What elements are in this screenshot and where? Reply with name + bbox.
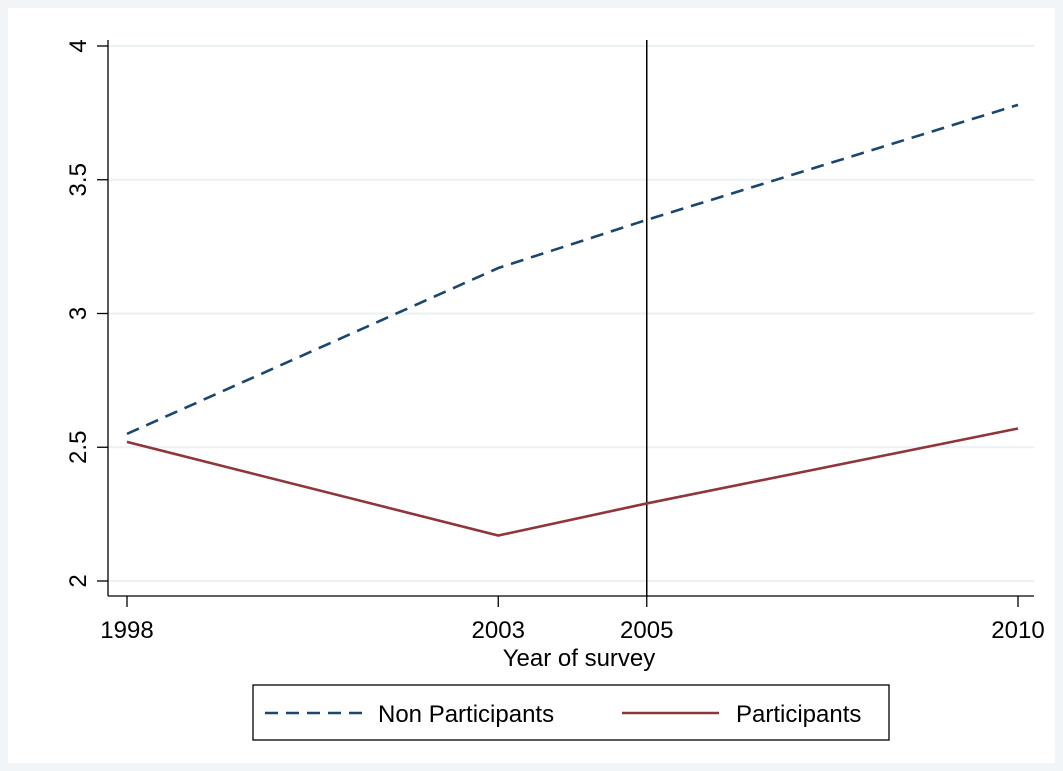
legend-label-participants: Participants bbox=[736, 701, 861, 728]
y-tick-label: 2 bbox=[65, 574, 92, 587]
y-axis-ticks: 2 2.5 3 3.5 4 bbox=[65, 39, 108, 588]
series-line-participants bbox=[126, 427, 1019, 537]
y-tick-label: 3 bbox=[65, 307, 92, 320]
y-tick-label: 3.5 bbox=[65, 163, 92, 196]
axes bbox=[107, 40, 1034, 597]
legend-label-non-participants: Non Participants bbox=[378, 701, 554, 728]
legend: Non Participants Participants bbox=[252, 684, 890, 741]
x-tick-label: 2003 bbox=[472, 617, 525, 644]
y-tick-label: 2.5 bbox=[65, 431, 92, 464]
gridlines bbox=[108, 45, 1034, 582]
x-tick-label: 2010 bbox=[991, 617, 1044, 644]
x-tick-label: 2005 bbox=[620, 617, 673, 644]
x-tick-label: 1998 bbox=[100, 617, 153, 644]
series-lines bbox=[126, 103, 1019, 537]
x-axis-ticks: 1998 2003 2005 2010 bbox=[100, 596, 1045, 644]
series-line-non-participants bbox=[126, 103, 1019, 436]
x-axis-title: Year of survey bbox=[503, 645, 656, 672]
chart-panel bbox=[8, 8, 1055, 763]
y-tick-label: 4 bbox=[65, 39, 92, 52]
